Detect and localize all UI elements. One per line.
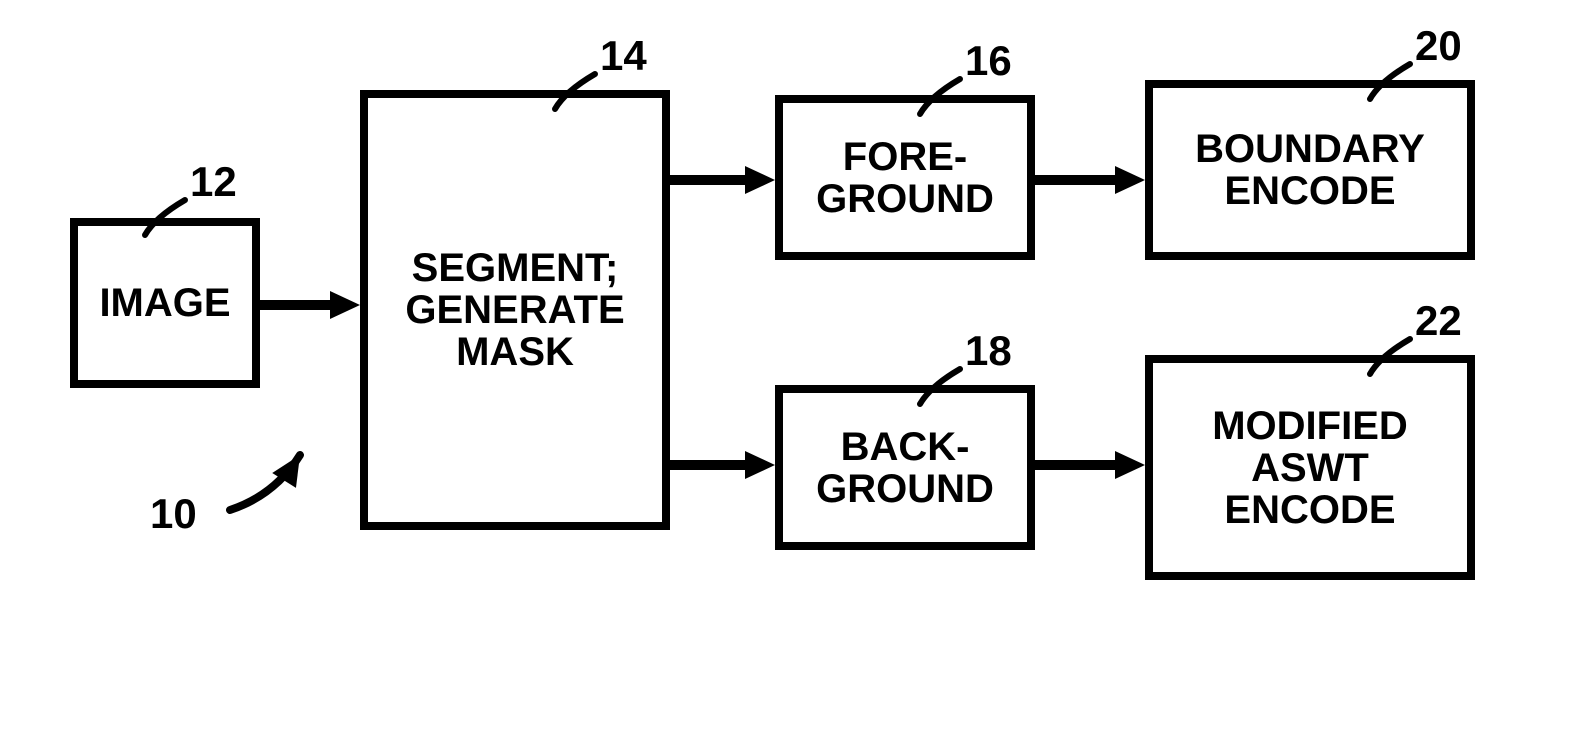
node-boundary-id: 20 [1415,22,1462,70]
node-image-id: 12 [190,158,237,206]
diagram-canvas: IMAGE SEGMENT; GENERATE MASK FORE- GROUN… [0,0,1571,733]
node-background-id: 18 [965,327,1012,375]
node-foreground: FORE- GROUND [775,95,1035,260]
node-image-text: IMAGE [99,282,230,324]
node-boundary-text: BOUNDARY ENCODE [1195,128,1425,212]
figure-reference-label: 10 [150,490,197,538]
node-aswt-id: 22 [1415,297,1462,345]
node-aswt-text: MODIFIED ASWT ENCODE [1212,405,1408,531]
node-background: BACK- GROUND [775,385,1035,550]
node-image: IMAGE [70,218,260,388]
node-foreground-text: FORE- GROUND [816,136,994,220]
node-segment-id: 14 [600,32,647,80]
node-boundary-encode: BOUNDARY ENCODE [1145,80,1475,260]
node-segment-text: SEGMENT; GENERATE MASK [405,247,624,373]
node-aswt-encode: MODIFIED ASWT ENCODE [1145,355,1475,580]
node-foreground-id: 16 [965,37,1012,85]
node-background-text: BACK- GROUND [816,426,994,510]
node-segment: SEGMENT; GENERATE MASK [360,90,670,530]
